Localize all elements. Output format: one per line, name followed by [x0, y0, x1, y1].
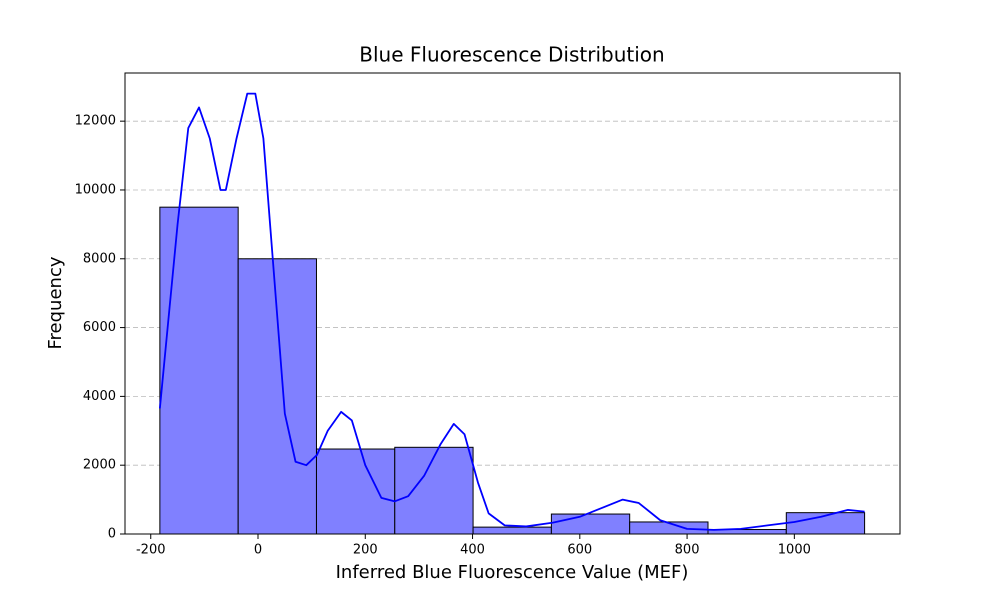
x-tick-label: 0: [254, 543, 262, 558]
chart-title: Blue Fluorescence Distribution: [359, 43, 664, 67]
y-tick-label: 6000: [83, 320, 116, 335]
y-tick-label: 10000: [75, 182, 116, 197]
bar: [237, 258, 317, 535]
axes-frame: [124, 72, 901, 535]
bar: [159, 206, 239, 535]
y-tick-label: 12000: [75, 114, 116, 129]
x-tick-label: 600: [567, 543, 592, 558]
bar: [394, 446, 474, 535]
y-tick-label: 0: [108, 527, 116, 542]
bar: [472, 526, 552, 535]
y-tick-label: 2000: [83, 458, 116, 473]
bar: [550, 513, 631, 535]
x-axis-label: Inferred Blue Fluorescence Value (MEF): [336, 562, 689, 583]
y-tick-label: 4000: [83, 389, 116, 404]
x-tick-label: 1000: [778, 543, 811, 558]
x-tick-label: 800: [675, 543, 700, 558]
y-axis-label: Frequency: [45, 256, 66, 349]
bar: [315, 448, 396, 535]
kde-line: [158, 92, 865, 531]
y-tick-label: 8000: [83, 251, 116, 266]
x-tick-label: 400: [460, 543, 485, 558]
x-tick-label: -200: [136, 543, 166, 558]
x-tick-label: 200: [353, 543, 378, 558]
